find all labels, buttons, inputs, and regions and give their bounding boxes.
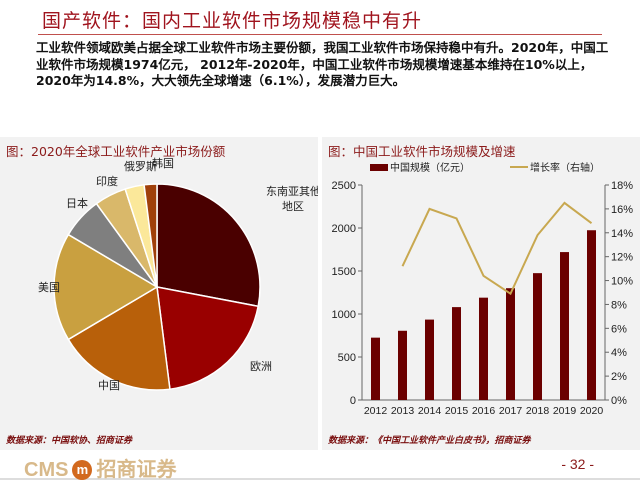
legend-label-line: 增长率（右轴） [530,161,600,174]
y-tick-label: 2000 [332,223,356,235]
x-tick-label: 2013 [391,405,415,417]
bar [560,252,569,400]
pie-label: 中国 [98,379,120,392]
bar [587,230,596,400]
y-tick-label: 0 [350,395,356,407]
pie-label: 美国 [38,281,60,294]
pie-label: 地区 [282,200,304,213]
pie-slice [67,285,171,391]
title-divider [38,34,602,35]
y2-tick-label: 0% [611,395,627,407]
y2-tick-label: 10% [611,276,633,288]
x-tick-label: 2017 [499,405,523,417]
logo-mark: m [72,460,93,480]
pie-label: 韩国 [152,156,174,170]
pie-slice [156,286,260,391]
y2-tick-label: 12% [611,252,633,264]
bar-title: 图：中国工业软件市场规模及增速 [328,144,516,159]
pie-panel: 图：2020年全球工业软件产业市场份额 东南亚其他地区欧洲中国 美国 日本 印度 俄罗斯… [0,137,318,450]
pie-label: 印度 [96,174,118,188]
body-text: 工业软件领域欧美占据全球工业软件市场主要份额，我国工业软件市场保持稳中有升。20… [36,40,609,88]
y2-tick-label: 18% [611,180,633,192]
x-tick-label: 2020 [580,405,604,417]
y-tick-label: 500 [338,352,356,364]
legend-label-bar: 中国规模（亿元） [390,161,470,174]
pie-source: 数据来源：中国软协、招商证券 [6,436,133,446]
bar [371,337,380,400]
footer: CMS m 招商证券 - 32 - [0,450,640,482]
bar [425,319,434,400]
y2-tick-label: 6% [611,323,627,335]
bar [533,273,542,400]
cms-logo: CMS m 招商证券 [24,453,176,482]
x-tick-label: 2016 [472,405,496,417]
y-tick-label: 1500 [332,266,356,278]
x-tick-label: 2012 [364,405,388,417]
y2-tick-label: 8% [611,299,627,311]
pie-label: 东南亚其他 [266,185,318,198]
y-tick-label: 2500 [332,180,356,192]
pie-slice [53,233,159,341]
pie-title: 图：2020年全球工业软件产业市场份额 [6,144,226,159]
x-tick-label: 2018 [526,405,550,417]
logo-text: CMS [24,459,69,481]
page-number: - 32 - [561,456,594,472]
pie-label: 日本 [66,196,88,210]
growth-line [401,201,593,296]
page-title: 国产软件：国内工业软件市场规模稳中有升 [42,10,423,32]
bar [506,288,515,400]
y2-tick-label: 16% [611,204,633,216]
bar-line-chart: 0 500 1000 1500 2000 2500 0% 2% 4% 6% 8% 10% 12% 14% 1… [332,161,634,417]
y2-tick-label: 4% [611,347,627,359]
y2-tick-label: 2% [611,371,627,383]
x-tick-label: 2014 [418,405,442,417]
bar [398,330,407,400]
x-tick-label: 2019 [553,405,577,417]
pie-label: 欧洲 [250,360,272,373]
x-tick-label: 2015 [445,405,469,417]
legend-swatch-bar [370,164,388,171]
logo-cn: 招商证券 [96,459,177,481]
bar [452,307,461,400]
y-tick-label: 1000 [332,309,356,321]
bar-source: 数据来源：《中国工业软件产业白皮书》，招商证券 [328,436,531,446]
bar [479,297,488,400]
y2-tick-label: 14% [611,228,633,240]
pie-slice [143,183,158,288]
bar-panel: 图：中国工业软件市场规模及增速 0 500 1000 1500 2000 2500 0% 2%… [322,137,640,450]
pie-slice [156,183,261,308]
pie-label: 俄罗斯 [124,160,157,173]
